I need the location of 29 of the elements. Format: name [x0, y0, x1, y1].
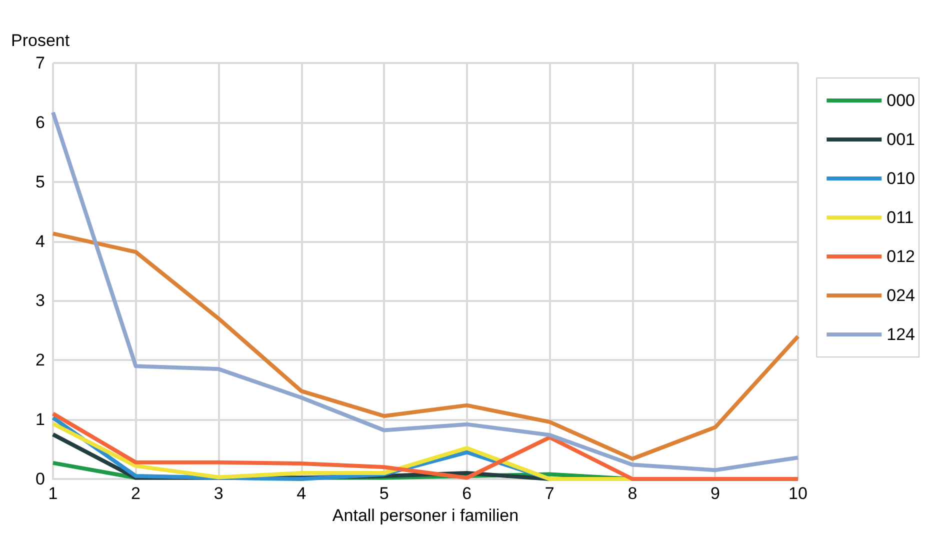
- x-tick-label: 1: [48, 484, 58, 503]
- y-tick-label: 3: [36, 291, 45, 310]
- legend-label: 012: [886, 247, 916, 266]
- y-tick-label: 4: [36, 232, 45, 251]
- y-tick-label: 5: [36, 172, 45, 192]
- legend-label: 011: [886, 208, 914, 227]
- legend-label: 024: [886, 286, 916, 305]
- y-tick-label: 0: [36, 470, 45, 488]
- x-tick-label: 3: [214, 484, 224, 503]
- x-tick-label: 5: [379, 484, 389, 503]
- legend-label: 000: [886, 91, 916, 110]
- x-axis-title: Antall personer i familien: [332, 506, 519, 525]
- x-tick-label: 8: [628, 484, 638, 503]
- line-series: [51, 232, 800, 461]
- y-axis-title: Prosent: [11, 31, 70, 50]
- line-series: [51, 110, 800, 472]
- x-tick-label: 10: [788, 484, 808, 503]
- y-tick-label: 7: [36, 54, 45, 72]
- y-tick-label: 2: [36, 350, 45, 370]
- x-tick-label: 7: [544, 484, 554, 503]
- x-tick-label: 6: [462, 484, 472, 503]
- x-tick-label: 2: [131, 484, 141, 503]
- x-tick-label: 9: [710, 484, 720, 503]
- y-tick-label: 1: [36, 410, 45, 430]
- legend-label: 010: [886, 169, 916, 188]
- legend-label: 001: [886, 130, 916, 149]
- x-tick-label: 4: [296, 484, 306, 503]
- y-tick-label: 6: [36, 112, 45, 132]
- legend-label: 124: [886, 325, 916, 344]
